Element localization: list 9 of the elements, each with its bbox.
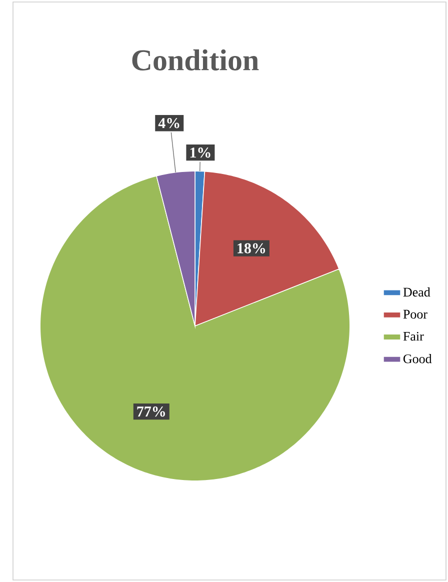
data-label: 77% [137, 406, 165, 417]
data-label: 18% [238, 243, 266, 254]
legend-label: Good [403, 354, 432, 364]
chart-title: Condition [132, 49, 259, 70]
legend-label: Dead [403, 287, 430, 297]
data-label: 4% [158, 118, 180, 128]
data-label: 1% [190, 148, 210, 158]
legend-label: Fair [403, 332, 424, 341]
legend-label: Poor [403, 310, 428, 319]
